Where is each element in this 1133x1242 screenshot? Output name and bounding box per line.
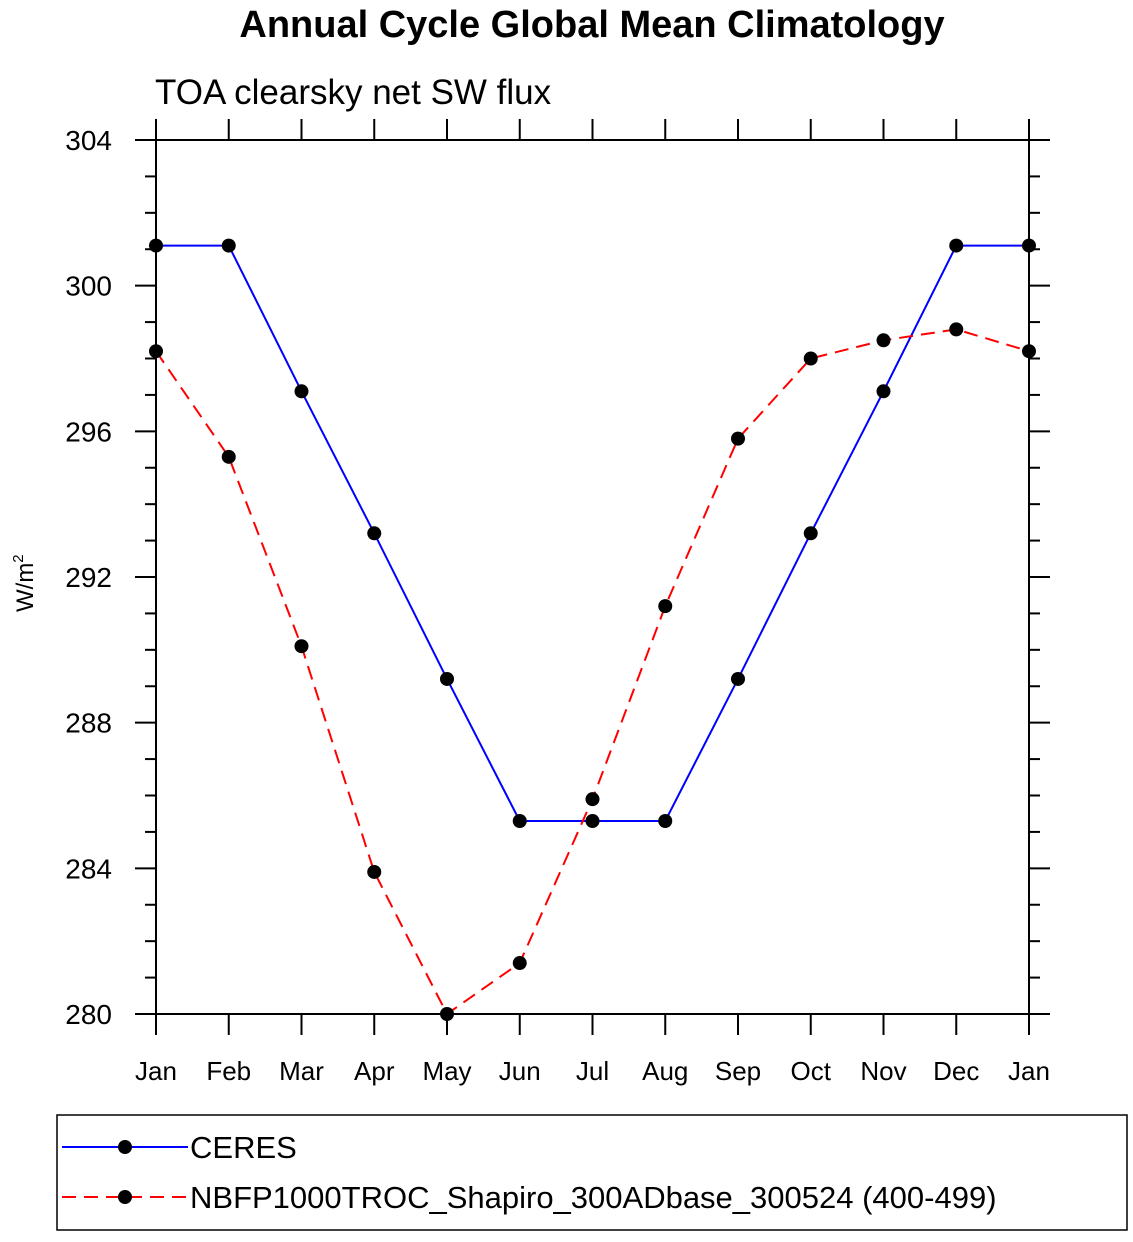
y-tick-label: 292	[65, 562, 112, 593]
data-point	[440, 671, 454, 686]
data-point	[585, 813, 600, 828]
y-tick-label: 288	[65, 708, 112, 739]
data-point	[149, 238, 163, 253]
x-tick-label: Oct	[791, 1056, 832, 1086]
data-point	[149, 344, 163, 359]
data-point	[294, 639, 309, 654]
series-line-ceres	[156, 244, 1029, 822]
legend-marker	[118, 1190, 132, 1204]
x-tick-label: Jan	[1008, 1056, 1050, 1086]
x-tick-label: May	[422, 1056, 471, 1086]
data-point	[512, 813, 527, 828]
legend-label: NBFP1000TROC_Shapiro_300ADbase_300524 (4…	[190, 1180, 997, 1215]
legend-box	[56, 1114, 1128, 1231]
y-axis-label-superscript: 2	[10, 554, 27, 562]
data-point	[1022, 238, 1036, 253]
x-tick-label: Jul	[576, 1056, 609, 1086]
y-tick-label: 284	[65, 853, 112, 884]
legend-label: CERES	[190, 1130, 297, 1165]
data-point	[949, 238, 964, 253]
data-point	[876, 333, 891, 348]
data-point	[658, 599, 673, 614]
y-axis-label-text: W/m	[12, 563, 39, 612]
plot-frame	[155, 139, 1030, 1015]
data-point	[221, 449, 236, 464]
x-tick-label: Apr	[354, 1056, 395, 1086]
x-tick-label: Sep	[715, 1056, 761, 1086]
y-axis-label: W/m2	[10, 554, 39, 612]
data-point	[585, 792, 600, 807]
svg-text:W/m2: W/m2	[10, 554, 39, 612]
y-tick-label: 296	[65, 416, 112, 447]
x-tick-label: Dec	[933, 1056, 979, 1086]
x-tick-label: Feb	[206, 1056, 251, 1086]
y-tick-label: 280	[65, 999, 112, 1030]
data-point	[1022, 344, 1036, 359]
data-point	[949, 322, 964, 337]
y-tick-label: 300	[65, 271, 112, 302]
x-tick-label: Jun	[499, 1056, 541, 1086]
data-point	[876, 384, 891, 399]
x-tick-label: Jan	[135, 1056, 177, 1086]
data-point	[512, 956, 527, 971]
data-point	[367, 526, 382, 541]
data-point	[367, 864, 382, 879]
series-layer	[149, 238, 1036, 1021]
data-point	[803, 351, 818, 366]
data-point	[294, 384, 309, 399]
data-point	[221, 238, 236, 253]
data-point	[658, 813, 673, 828]
data-point	[803, 526, 818, 541]
x-tick-label: Mar	[279, 1056, 324, 1086]
legend-marker	[118, 1140, 132, 1154]
x-tick-label: Aug	[642, 1056, 688, 1086]
legend: CERES NBFP1000TROC_Shapiro_300ADbase_3005…	[56, 1114, 1128, 1231]
chart-subtitle: TOA clearsky net SW flux	[155, 73, 552, 112]
data-point	[731, 671, 745, 686]
y-tick-label: 304	[65, 125, 112, 156]
chart-title: Annual Cycle Global Mean Climatology	[239, 4, 944, 46]
axis-ticks: 280 284 288 292 296 300 304 Jan Feb Mar Apr May Jun J…	[65, 119, 1050, 1086]
series-line-model	[155, 328, 1030, 1016]
data-point	[731, 431, 745, 446]
x-tick-label: Nov	[860, 1056, 906, 1086]
data-point	[440, 1007, 454, 1021]
